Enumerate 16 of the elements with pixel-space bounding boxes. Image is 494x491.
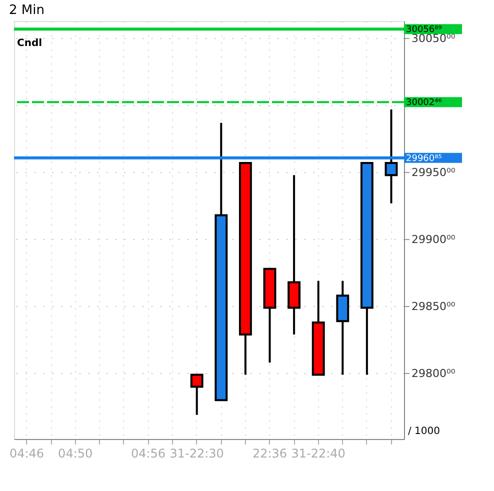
- x-tick-label: 04:46: [9, 446, 44, 460]
- x-tick-label: 31-22:30: [170, 446, 224, 460]
- text: / 1000: [408, 426, 440, 437]
- y-tick-label: 29800⁰⁰: [412, 366, 456, 380]
- y-tick-label: 29950⁰⁰: [412, 166, 456, 179]
- annotation: Cndl: [17, 38, 42, 49]
- x-tick-label: 22:36: [252, 446, 288, 460]
- x-tick-label: 04:50: [58, 446, 93, 460]
- y-tick-label: 29850⁰⁰: [412, 300, 456, 313]
- x-tick-label: 04:56: [130, 446, 166, 460]
- candlestick: [190, 374, 204, 416]
- y-tick-label: 29900⁰⁰: [412, 232, 456, 246]
- ref-line-label: 30002⁴⁶: [406, 98, 442, 108]
- chart-title: 2 Min: [8, 3, 44, 18]
- x-tick-label: 31-22:40: [291, 446, 346, 460]
- ref-line-label: 29960⁸⁵: [406, 154, 442, 164]
